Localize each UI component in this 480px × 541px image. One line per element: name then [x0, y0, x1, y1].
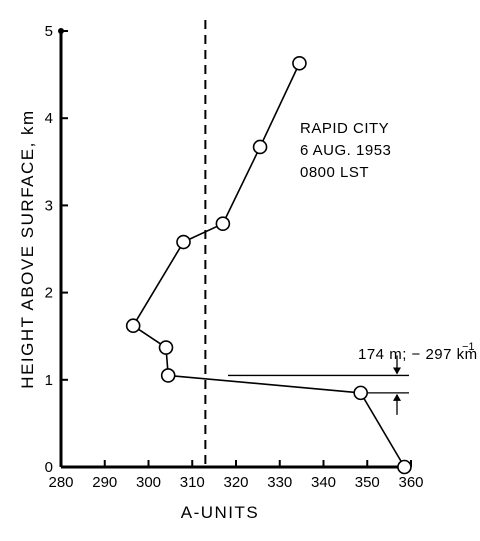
- annotation-line-2: 6 AUG. 1953: [300, 142, 391, 159]
- data-point-2: [215, 216, 231, 232]
- series-segment-5: [165, 353, 169, 370]
- axes: [58, 28, 411, 469]
- y-tick-label-0: 0: [45, 459, 53, 476]
- y-tick-label-2: 2: [45, 285, 53, 302]
- series-segment-1: [224, 152, 258, 219]
- x-tick-label-360: 360: [398, 474, 423, 491]
- data-point-4: [125, 318, 141, 334]
- data-point-6: [160, 368, 176, 383]
- x-tick-label-290: 290: [92, 474, 117, 491]
- series-segment-6: [174, 375, 355, 394]
- series-segment-0: [262, 68, 298, 142]
- data-point-5: [158, 340, 174, 355]
- annotation-line-1: RAPID CITY: [300, 120, 389, 137]
- x-tick-label-320: 320: [223, 474, 248, 491]
- data-point-0: [292, 55, 307, 71]
- x-axis-label: A-UNITS: [181, 503, 260, 522]
- x-tick-label-350: 350: [355, 474, 380, 491]
- data-point-1: [252, 139, 268, 155]
- y-tick-label-3: 3: [45, 197, 53, 214]
- data-point-8: [397, 459, 412, 475]
- layer-annotation-text: 174 m; − 297 km: [358, 346, 478, 363]
- y-tick-label-5: 5: [45, 23, 53, 40]
- series-segment-2: [189, 225, 218, 241]
- data-point-3: [176, 234, 191, 250]
- data-point-7: [353, 385, 368, 401]
- y-tick-label-1: 1: [45, 372, 53, 389]
- x-tick-label-310: 310: [180, 474, 205, 491]
- series-group: [125, 55, 412, 475]
- y-axis-label: HEIGHT ABOVE SURFACE, km: [18, 109, 37, 388]
- series-segment-3: [135, 247, 181, 321]
- annotation-line-3: 0800 LST: [300, 164, 369, 181]
- x-tick-label-300: 300: [136, 474, 161, 491]
- layer-arrow-up-head: [393, 393, 401, 401]
- series-segment-4: [138, 328, 162, 345]
- series-segment-7: [363, 398, 402, 462]
- x-tick-label-340: 340: [311, 474, 336, 491]
- layer-arrow-down-head: [393, 367, 401, 375]
- x-tick-label-280: 280: [48, 474, 73, 491]
- layer-annotation-group: [228, 355, 409, 415]
- location-annotation: RAPID CITY 6 AUG. 1953 0800 LST: [300, 120, 391, 181]
- y-tick-label-4: 4: [45, 110, 53, 127]
- layer-annotation-superscript: −1: [462, 341, 475, 353]
- ticks: 280 290 300 310 320 330 340 350 360 0 1 2 3 4 5: [45, 23, 424, 491]
- x-tick-label-330: 330: [267, 474, 292, 491]
